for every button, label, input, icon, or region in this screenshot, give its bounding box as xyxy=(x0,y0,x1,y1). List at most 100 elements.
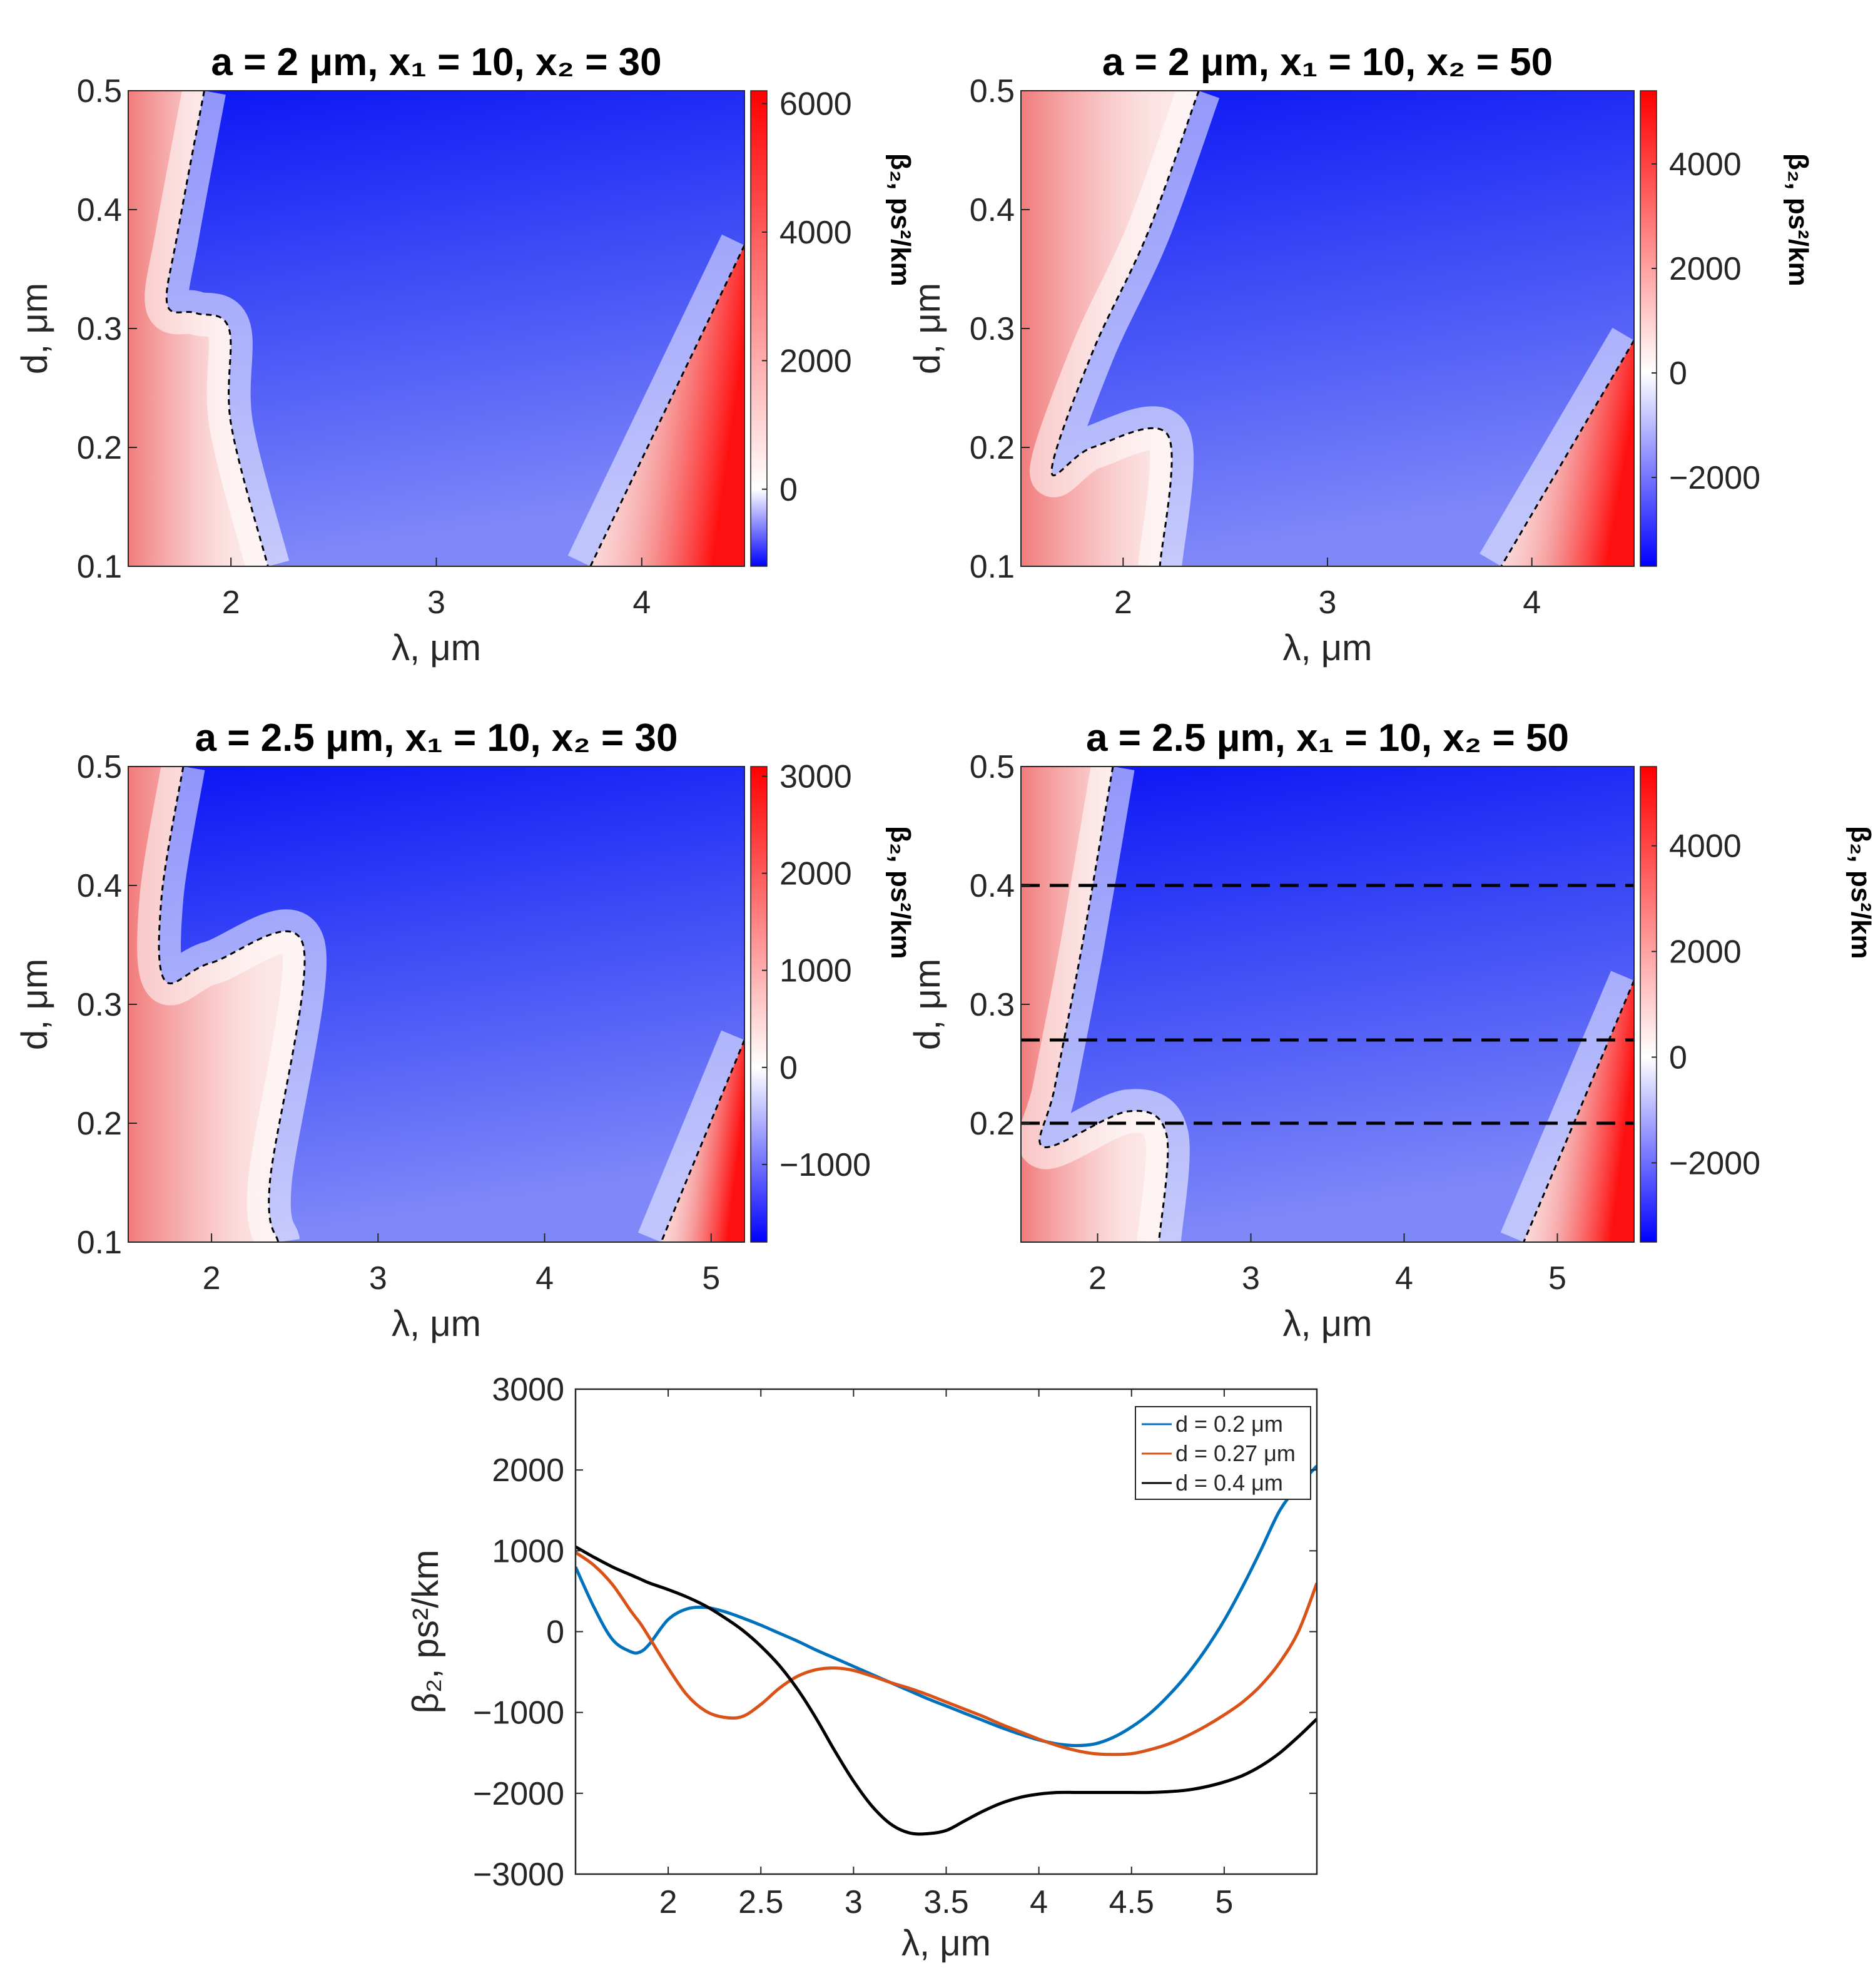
heatmap-panel-1: 2 3 4 0.1 0.2 0.3 0.4 0.5 a = 2 μm, x₁ = 10, x₂ … xyxy=(14,41,916,668)
x-tick-label: 4 xyxy=(1523,584,1541,621)
colorbar-tick-label: 6000 xyxy=(779,86,852,123)
series-line-1 xyxy=(576,1465,1317,1748)
colorbar-tick-label: −2000 xyxy=(1669,460,1760,496)
y-tick-label: 0.4 xyxy=(77,868,122,904)
x-tick-label: 3 xyxy=(1242,1260,1260,1297)
y-tick-label: 0.2 xyxy=(77,1106,122,1142)
x-tick-label: 2 xyxy=(222,584,240,621)
colorbar: −2000 0 2000 4000 β₂, ps²/km xyxy=(1640,90,1814,567)
y-tick-label: 0.4 xyxy=(77,192,122,228)
y-tick-label: −2000 xyxy=(473,1776,564,1812)
heatmap-panel-2: 2 3 4 0.1 0.2 0.3 0.4 0.5 a = 2 μm, x₁ = 10, x₂ … xyxy=(907,41,1814,668)
x-tick-label: 3 xyxy=(1319,584,1337,621)
colorbar: −1000 0 1000 2000 3000 β₂, ps²/km xyxy=(750,759,916,1243)
x-tick-label: 3.5 xyxy=(923,1884,968,1920)
colorbar-tick-label: 2000 xyxy=(1669,251,1742,287)
y-axis-label: d, μm xyxy=(907,959,948,1050)
y-axis-label: β₂, ps²/km xyxy=(405,1549,446,1713)
zero-contour-2 xyxy=(589,245,744,566)
panel-title: a = 2 μm, x₁ = 10, x₂ = 30 xyxy=(211,41,661,84)
heatmap-field xyxy=(1021,91,1634,566)
x-tick-label: 2 xyxy=(1114,584,1132,621)
zero-contour-1 xyxy=(1050,91,1200,566)
colorbar-tick-label: −1000 xyxy=(779,1147,871,1183)
y-axis-label: d, μm xyxy=(14,959,55,1050)
y-tick-label: 0.4 xyxy=(970,192,1015,228)
y-tick-label: 0.4 xyxy=(970,868,1015,904)
x-tick-label: 3 xyxy=(369,1260,387,1297)
y-tick-label: 0.3 xyxy=(970,987,1015,1023)
colorbar-tick-label: 2000 xyxy=(779,856,852,892)
zero-contour-1 xyxy=(165,91,269,566)
x-tick-label: 2 xyxy=(659,1884,678,1920)
y-tick-label: 0.5 xyxy=(970,749,1015,785)
colorbar-tick-label: 3000 xyxy=(779,759,852,795)
colorbar-scale xyxy=(750,766,768,1243)
colorbar-tick-label: 4000 xyxy=(1669,146,1742,183)
panel-title: a = 2 μm, x₁ = 10, x₂ = 50 xyxy=(1102,41,1553,84)
x-tick-label: 4.5 xyxy=(1109,1884,1154,1920)
series-group xyxy=(576,1465,1317,1836)
y-tick-label: 0.5 xyxy=(970,73,1015,110)
y-tick-label: 0.1 xyxy=(77,549,122,585)
y-tick-label: 3000 xyxy=(492,1372,564,1408)
y-tick-label: 0.2 xyxy=(970,430,1015,466)
y-tick-label: 1000 xyxy=(492,1533,564,1569)
colorbar-tick-label: 0 xyxy=(1669,1039,1687,1076)
series-line-3 xyxy=(576,1545,1317,1836)
colorbar-scale xyxy=(750,90,768,567)
x-tick-label: 5 xyxy=(1215,1884,1233,1920)
x-tick-label: 3 xyxy=(845,1884,863,1920)
colorbar-scale xyxy=(1640,766,1657,1243)
colorbar-scale xyxy=(1640,90,1657,567)
y-tick-label: 0.1 xyxy=(970,549,1015,585)
colorbar-tick-label: 4000 xyxy=(779,215,852,251)
x-axis-label: λ, μm xyxy=(1283,1303,1373,1344)
y-tick-label: 0.5 xyxy=(77,73,122,110)
colorbar-tick-label: 1000 xyxy=(779,953,852,989)
colorbar: 0 2000 4000 6000 β₂, ps²/km xyxy=(750,86,916,567)
x-axis-label: λ, μm xyxy=(1283,628,1373,668)
colorbar: −2000 0 2000 4000 β₂, ps²/km xyxy=(1640,766,1873,1243)
x-axis-label: λ, μm xyxy=(392,628,481,668)
x-tick-label: 4 xyxy=(536,1260,554,1297)
colorbar-tick-label: 4000 xyxy=(1669,828,1742,865)
heatmap-panel-3: 2 3 4 5 0.1 0.2 0.3 0.4 0.5 a = 2.5 μm, x₁ = 10, … xyxy=(14,716,916,1344)
y-tick-label: 0.3 xyxy=(77,987,122,1023)
colorbar-tick-label: 0 xyxy=(1669,355,1687,392)
legend-entry-1: d = 0.2 μm xyxy=(1175,1411,1283,1437)
series-line-2 xyxy=(576,1551,1317,1756)
heatmap-field xyxy=(128,91,744,566)
y-tick-label: 0.5 xyxy=(77,749,122,785)
y-tick-label: 2000 xyxy=(492,1452,564,1489)
zero-contour-1 xyxy=(158,767,306,1242)
positive-region-right-shade xyxy=(590,245,744,566)
x-tick-label: 5 xyxy=(1548,1260,1566,1297)
legend: d = 0.2 μm d = 0.27 μm d = 0.4 μm xyxy=(1135,1406,1311,1500)
y-axis-label: d, μm xyxy=(14,283,55,374)
x-tick-label: 4 xyxy=(1395,1260,1413,1297)
legend-entry-3: d = 0.4 μm xyxy=(1175,1470,1283,1496)
x-tick-label: 5 xyxy=(702,1260,720,1297)
y-axis-label: d, μm xyxy=(907,283,948,374)
x-tick-label: 3 xyxy=(427,584,445,621)
heatmap-field xyxy=(1021,767,1634,1242)
colorbar-tick-label: −2000 xyxy=(1669,1145,1760,1181)
x-axis-label: λ, μm xyxy=(901,1923,991,1964)
line-chart: 2 2.5 3 3.5 4 4.5 5 −3000 −2000 −1000 0 1000 2000 300… xyxy=(405,1372,1318,1964)
x-tick-label: 2.5 xyxy=(738,1884,783,1920)
y-tick-label: 0 xyxy=(546,1614,564,1651)
colorbar-label: β₂, ps²/km xyxy=(1783,153,1814,287)
y-tick-label: 0.3 xyxy=(77,311,122,347)
panel-title: a = 2.5 μm, x₁ = 10, x₂ = 50 xyxy=(1086,716,1569,760)
x-axis-label: λ, μm xyxy=(392,1303,481,1344)
colorbar-label: β₂, ps²/km xyxy=(1845,826,1873,959)
y-tick-label: −3000 xyxy=(473,1857,564,1893)
x-tick-label: 2 xyxy=(1089,1260,1107,1297)
x-tick-label: 4 xyxy=(1030,1884,1048,1920)
colorbar-tick-label: 2000 xyxy=(779,343,852,379)
colorbar-tick-label: 2000 xyxy=(1669,934,1742,971)
zero-contour-2 xyxy=(1500,340,1634,566)
colorbar-label: β₂, ps²/km xyxy=(885,826,916,959)
